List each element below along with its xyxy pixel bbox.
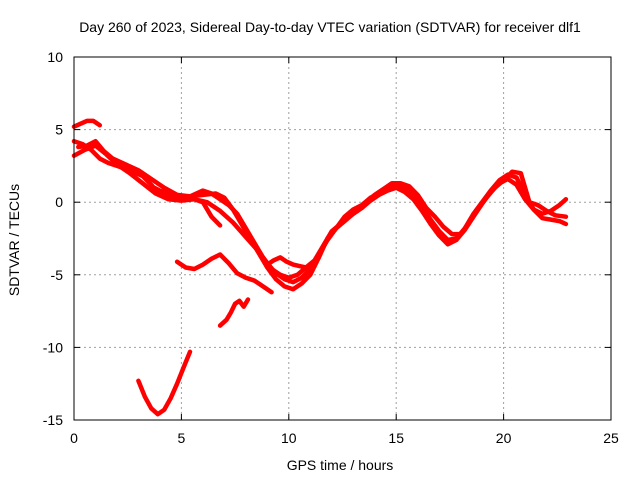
y-tick-label: 5 <box>55 122 63 138</box>
series-arc-2 <box>71 143 569 285</box>
data-series <box>71 118 569 417</box>
series-arc-1 <box>71 138 569 292</box>
plot-border <box>73 56 612 421</box>
x-tick-label: 20 <box>496 430 512 446</box>
y-tick-label: -10 <box>43 339 63 355</box>
y-tick-label: -5 <box>51 267 64 283</box>
series-arc-3 <box>76 138 569 280</box>
series-arc-8 <box>217 297 251 328</box>
x-tick-label: 5 <box>178 430 186 446</box>
y-tick-label: 10 <box>47 49 63 65</box>
y-tick-label: 0 <box>55 194 63 210</box>
series-arc-5 <box>149 183 223 228</box>
grid <box>74 57 611 420</box>
y-axis-label: SDTVAR / TECUs <box>6 184 22 296</box>
x-tick-label: 10 <box>281 430 297 446</box>
chart-title: Day 260 of 2023, Sidereal Day-to-day VTE… <box>79 19 581 35</box>
series-arc-6 <box>174 252 274 295</box>
x-tick-label: 25 <box>603 430 619 446</box>
series-arc-9 <box>136 349 193 417</box>
x-tick-label: 15 <box>388 430 404 446</box>
x-tick-label: 0 <box>70 430 78 446</box>
y-tick-label: -15 <box>43 412 63 428</box>
axis-ticks: 0 5 10 15 20 25 -15 -10 -5 0 5 10 <box>43 49 619 446</box>
x-axis-label: GPS time / hours <box>287 457 394 473</box>
series-arc-7 <box>265 255 315 270</box>
series-arc-4 <box>71 118 103 129</box>
